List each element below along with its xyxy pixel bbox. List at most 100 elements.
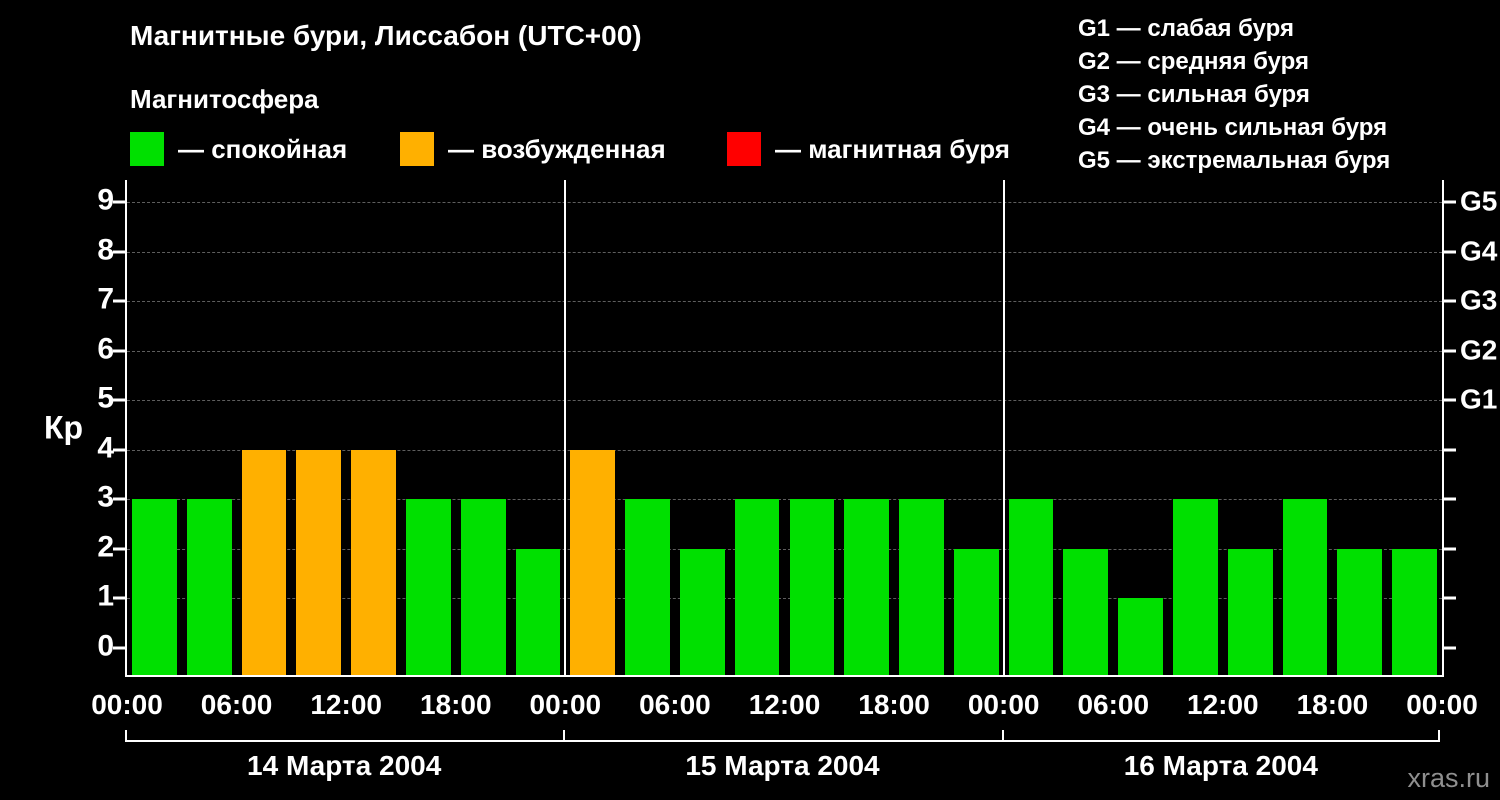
- x-tick-label: 00:00: [967, 689, 1040, 720]
- kp-bar: [241, 449, 287, 675]
- kp-bar: [1008, 499, 1054, 675]
- x-tick-label: 06:00: [639, 689, 711, 720]
- right-scale-label-g4: G4: [1460, 235, 1498, 267]
- kp-bar: [1282, 499, 1328, 675]
- x-tick-label: 12:00: [310, 689, 382, 720]
- storm-color-swatch: [727, 132, 761, 166]
- y-tick-left-5: [113, 398, 125, 402]
- y-tick-left-2: [113, 547, 125, 551]
- legend-item-storm: — магнитная буря: [727, 131, 1010, 167]
- y-tick-right-4: [1444, 448, 1456, 452]
- right-scale-label-g3: G3: [1460, 284, 1498, 316]
- y-tick-right-8: [1444, 250, 1456, 254]
- y-tick-label-0: 0: [97, 629, 114, 663]
- y-tick-label-1: 1: [97, 579, 114, 613]
- kp-bar: [296, 449, 342, 675]
- right-scale-label-g5: G5: [1460, 185, 1498, 217]
- kp-bar: [1337, 548, 1383, 675]
- legend-item-excited: — возбужденная: [400, 131, 666, 167]
- excited-color-swatch: [400, 132, 434, 166]
- y-tick-label-3: 3: [97, 480, 114, 514]
- y-tick-left-7: [113, 299, 125, 303]
- gridline-3: [127, 499, 1442, 501]
- x-tick-label: 18:00: [1296, 689, 1369, 720]
- x-tick-label: 06:00: [200, 689, 273, 720]
- right-scale-label-g2: G2: [1460, 334, 1498, 366]
- storm-scale-line-g3: G3 — сильная буря: [1078, 81, 1310, 108]
- y-tick-label-9: 9: [97, 183, 114, 217]
- page-title: Магнитные бури, Лиссабон (UTC+00): [130, 20, 642, 51]
- y-tick-left-3: [113, 497, 125, 501]
- kp-bar: [953, 548, 999, 675]
- gridline-1: [127, 598, 1442, 600]
- y-tick-label-4: 4: [97, 431, 114, 465]
- y-tick-left-0: [113, 646, 125, 650]
- y-tick-right-0: [1444, 646, 1456, 650]
- y-tick-label-2: 2: [97, 530, 114, 564]
- plot-area: 0 1 2 3 4 5 6 7 8 9 G1 G2 G3 G4 G5 00:00 06:00 12:00 18:00…: [91, 180, 1497, 720]
- y-tick-right-1: [1444, 596, 1456, 600]
- y-tick-label-7: 7: [97, 282, 114, 316]
- x-tick-label: 00:00: [1406, 689, 1478, 720]
- storm-scale-line-g4: G4 — очень сильная буря: [1078, 114, 1388, 141]
- gridline-9: [127, 202, 1442, 204]
- day-separator-2: [1002, 180, 1005, 675]
- gridline-6: [127, 350, 1442, 352]
- day-axis-tick-3: [1438, 730, 1440, 742]
- right-scale-label-g1: G1: [1460, 383, 1498, 415]
- kp-bar: [186, 499, 232, 675]
- day-label-3: 16 Марта 2004: [1123, 750, 1318, 781]
- storm-scale-legend: G1 — слабая буря G2 — средняя буря G3 — …: [1078, 12, 1390, 177]
- day-axis-tick-1: [563, 730, 566, 742]
- watermark: xras.ru: [1407, 763, 1490, 793]
- gridline-7: [127, 301, 1442, 303]
- kp-bar: [1392, 548, 1437, 675]
- legend-label-storm: — магнитная буря: [775, 133, 1010, 164]
- y-tick-right-5: [1444, 398, 1456, 402]
- y-tick-left-9: [113, 200, 125, 204]
- kp-bar: [460, 499, 506, 675]
- storm-scale-line-g2: G2 — средняя буря: [1078, 48, 1309, 75]
- legend-label-quiet: — спокойная: [178, 133, 348, 164]
- x-tick-label: 12:00: [748, 689, 821, 720]
- y-tick-right-6: [1444, 349, 1456, 353]
- kp-bar: [570, 449, 616, 675]
- legend-label-excited: — возбужденная: [448, 133, 666, 164]
- day-label-1: 14 Марта 2004: [247, 750, 442, 781]
- kp-bar: [789, 499, 835, 675]
- day-label-2: 15 Марта 2004: [685, 750, 880, 781]
- kp-bar: [515, 548, 561, 675]
- kp-bar: [351, 449, 396, 675]
- kp-bar: [1173, 499, 1218, 675]
- x-tick-label: 00:00: [529, 689, 602, 720]
- day-separator-1: [564, 180, 567, 675]
- kp-bar: [625, 499, 670, 675]
- quiet-color-swatch: [130, 132, 164, 166]
- y-tick-left-1: [113, 596, 125, 600]
- day-axis-tick-2: [1001, 730, 1004, 742]
- kp-bar: [132, 499, 177, 675]
- magnetosphere-label: Магнитосфера: [130, 84, 319, 114]
- y-tick-right-3: [1444, 497, 1456, 501]
- kp-bar: [899, 499, 944, 675]
- legend-item-quiet: — спокойная: [130, 131, 347, 167]
- kp-bar: [1118, 598, 1164, 675]
- gridline-5: [127, 400, 1442, 402]
- x-tick-label: 12:00: [1187, 689, 1259, 720]
- x-tick-label: 06:00: [1077, 689, 1150, 720]
- storm-scale-line-g1: G1 — слабая буря: [1078, 15, 1295, 42]
- x-tick-label: 18:00: [858, 689, 930, 720]
- y-tick-right-9: [1444, 200, 1456, 204]
- kp-bar: [1063, 548, 1109, 675]
- gridline-8: [127, 251, 1442, 253]
- y-tick-right-2: [1444, 547, 1456, 551]
- y-tick-left-8: [113, 250, 125, 254]
- kp-bar: [1227, 548, 1273, 675]
- y-tick-label-8: 8: [97, 233, 114, 267]
- kp-bar: [405, 499, 451, 675]
- y-tick-label-6: 6: [97, 332, 114, 366]
- day-axis: 14 Марта 2004 15 Марта 2004 16 Марта 2004: [125, 730, 1440, 781]
- storm-scale-line-g5: G5 — экстремальная буря: [1078, 147, 1391, 174]
- x-tick-label: 00:00: [91, 689, 163, 720]
